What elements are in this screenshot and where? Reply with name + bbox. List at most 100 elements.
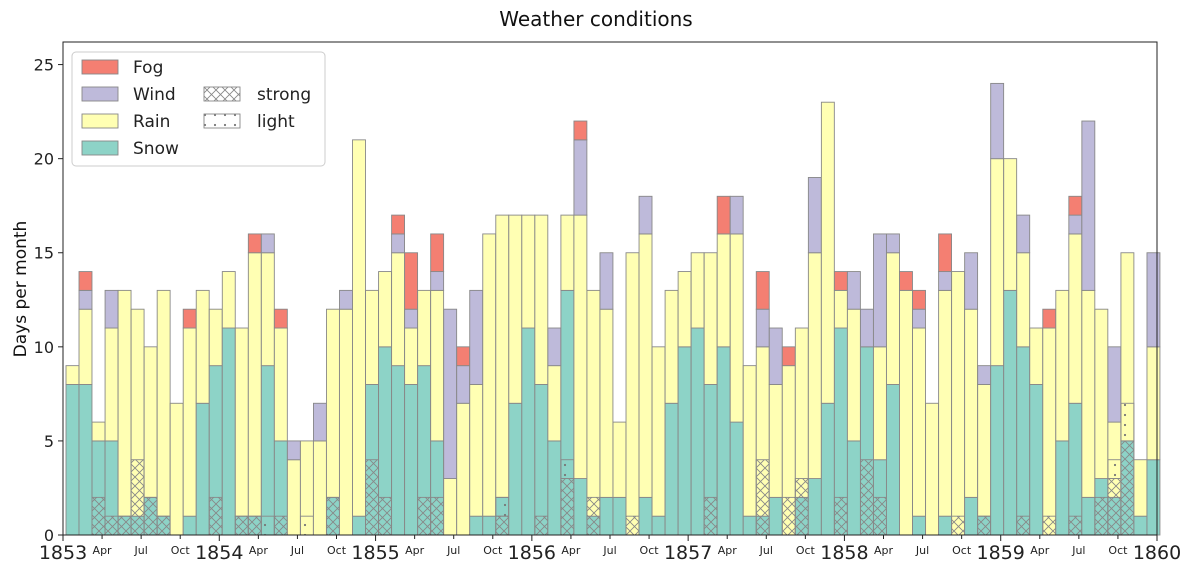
legend-swatch-wind bbox=[81, 86, 119, 102]
bar-snow bbox=[1133, 515, 1148, 536]
bar-snow bbox=[547, 440, 562, 536]
bar-rain bbox=[378, 271, 392, 348]
bar-strong bbox=[951, 515, 966, 536]
bar-rain bbox=[742, 365, 757, 517]
bar-rain bbox=[612, 421, 627, 498]
bar-snow bbox=[1029, 384, 1044, 536]
bar-fog bbox=[273, 308, 288, 329]
bar-wind bbox=[391, 233, 406, 254]
x-tick-label: 1853 bbox=[39, 542, 87, 564]
bar-rain bbox=[820, 101, 835, 404]
bar-light bbox=[560, 459, 575, 480]
bar-rain bbox=[339, 308, 353, 536]
bar-strong bbox=[794, 478, 809, 536]
bar-rain bbox=[247, 252, 262, 517]
bar-rain bbox=[352, 139, 366, 517]
bar-rain bbox=[404, 327, 419, 385]
y-tick-label: 10 bbox=[34, 338, 54, 357]
y-tick-label: 20 bbox=[34, 150, 54, 169]
x-tick-label: Apr bbox=[249, 544, 269, 557]
bar-snow bbox=[651, 515, 666, 536]
bar-rain bbox=[716, 233, 731, 348]
bar-rain bbox=[560, 214, 575, 291]
bar-rain bbox=[846, 308, 861, 442]
x-tick-label: 1859 bbox=[977, 542, 1025, 564]
bar-strong bbox=[560, 478, 575, 536]
y-axis-label: Days per month bbox=[11, 221, 31, 358]
bar-snow bbox=[742, 515, 757, 536]
bar-wind bbox=[990, 82, 1005, 160]
bar-strong bbox=[755, 459, 770, 536]
bar-wind bbox=[573, 139, 588, 216]
bar-rain bbox=[208, 308, 223, 367]
bar-snow bbox=[573, 478, 588, 536]
bar-snow bbox=[260, 365, 275, 536]
bar-rain bbox=[521, 214, 536, 329]
legend-label-snow: Snow bbox=[133, 139, 179, 159]
bar-light bbox=[1120, 402, 1135, 442]
bar-rain bbox=[534, 214, 549, 385]
x-tick-label: 1856 bbox=[508, 542, 556, 564]
bar-wind bbox=[846, 271, 861, 310]
bar-wind bbox=[260, 233, 275, 254]
bar-strong bbox=[378, 496, 392, 536]
bar-rain bbox=[938, 289, 952, 517]
bar-fog bbox=[391, 214, 406, 235]
bar-snow bbox=[65, 384, 80, 536]
bar-snow bbox=[599, 496, 614, 536]
bar-snow bbox=[1055, 440, 1070, 536]
bar-rain bbox=[990, 158, 1005, 367]
bar-fog bbox=[1068, 195, 1083, 216]
bar-fog bbox=[938, 233, 952, 273]
x-tick-label: Apr bbox=[93, 544, 113, 557]
x-tick-label: Apr bbox=[1030, 544, 1050, 557]
bar-wind bbox=[755, 308, 770, 348]
bar-wind bbox=[768, 327, 783, 385]
x-tick-label: Apr bbox=[561, 544, 581, 557]
legend-swatch-light bbox=[203, 113, 241, 129]
bar-snow bbox=[729, 421, 744, 536]
bar-strong bbox=[273, 515, 288, 536]
bar-strong bbox=[156, 515, 171, 536]
bar-strong bbox=[495, 515, 510, 536]
bar-strong bbox=[781, 496, 796, 536]
bar-strong bbox=[977, 515, 992, 536]
bar-snow bbox=[677, 346, 692, 536]
bar-strong bbox=[860, 459, 874, 536]
x-tick-label: Oct bbox=[327, 544, 347, 557]
bar-fog bbox=[833, 271, 848, 291]
bar-rain bbox=[677, 271, 692, 348]
bar-rain bbox=[625, 252, 640, 536]
legend: Fog Wind Rain Snow strong light bbox=[71, 51, 326, 167]
bar-wind bbox=[1146, 252, 1161, 348]
bar-wind bbox=[1107, 346, 1122, 423]
bar-rain bbox=[1029, 327, 1044, 385]
bar-rain bbox=[313, 440, 327, 536]
bar-fog bbox=[573, 120, 588, 141]
x-tick-label: Oct bbox=[640, 544, 660, 557]
bar-strong bbox=[873, 496, 887, 536]
bar-rain bbox=[1133, 459, 1148, 517]
bar-wind bbox=[469, 289, 484, 385]
bar-rain bbox=[912, 327, 926, 517]
bar-snow bbox=[1016, 346, 1031, 536]
bar-snow bbox=[482, 515, 497, 536]
bar-strong bbox=[1120, 440, 1135, 536]
bar-rain bbox=[156, 289, 171, 517]
bar-fog bbox=[404, 252, 419, 310]
bar-rain bbox=[586, 289, 601, 517]
bar-rain bbox=[951, 271, 966, 536]
bar-wind bbox=[313, 402, 327, 442]
x-tick-label: 1857 bbox=[664, 542, 712, 564]
bar-rain bbox=[886, 252, 900, 385]
bar-fog bbox=[716, 195, 731, 235]
bar-rain bbox=[443, 478, 458, 536]
bar-wind bbox=[873, 233, 887, 348]
chart-title: Weather conditions bbox=[499, 7, 692, 31]
bar-strong bbox=[1016, 515, 1031, 536]
legend-swatch-strong bbox=[203, 86, 241, 102]
bar-snow bbox=[768, 496, 783, 536]
bar-strong bbox=[534, 515, 549, 536]
bar-snow bbox=[352, 515, 366, 536]
bar-rain bbox=[117, 289, 132, 517]
